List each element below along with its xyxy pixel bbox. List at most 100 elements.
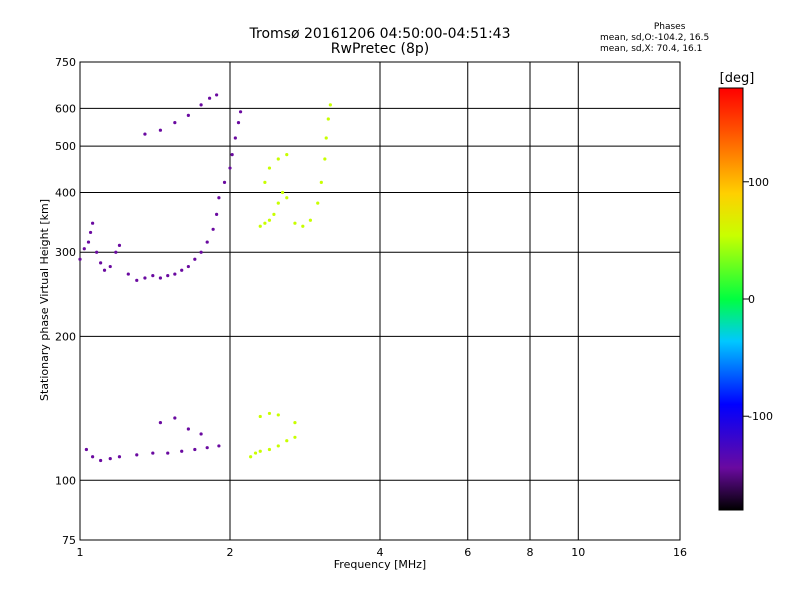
- data-point: [186, 113, 190, 117]
- data-point: [267, 218, 272, 222]
- data-point: [324, 136, 328, 140]
- data-point: [95, 250, 99, 254]
- data-point: [99, 458, 103, 463]
- data-point: [276, 413, 280, 417]
- data-point: [114, 250, 118, 254]
- y-tick-label: 750: [55, 56, 76, 69]
- data-point: [233, 136, 237, 140]
- data-point: [180, 449, 184, 453]
- data-point: [267, 166, 272, 170]
- data-point: [308, 218, 313, 222]
- data-point: [78, 257, 82, 261]
- colorbar-unit: [deg]: [720, 71, 755, 86]
- phases-x-stats: mean, sd,X: 70.4, 16.1: [600, 44, 703, 54]
- data-point: [117, 243, 122, 248]
- y-tick-label: 500: [55, 140, 76, 153]
- data-point: [143, 132, 147, 136]
- colorbar: [718, 87, 744, 511]
- data-point: [217, 444, 221, 448]
- data-point: [135, 278, 139, 282]
- data-point: [267, 447, 272, 452]
- data-point: [205, 446, 209, 450]
- data-point: [272, 212, 276, 216]
- data-points: [78, 93, 332, 463]
- data-point: [193, 447, 197, 452]
- y-tick-label: 600: [55, 102, 76, 115]
- data-point: [91, 455, 95, 459]
- data-point: [222, 180, 227, 184]
- data-point: [285, 439, 289, 443]
- data-point: [215, 212, 219, 216]
- y-tick-label: 400: [55, 186, 76, 199]
- data-point: [230, 153, 234, 157]
- data-point: [166, 451, 170, 455]
- data-point: [263, 180, 267, 184]
- data-point: [236, 121, 241, 125]
- data-point: [293, 221, 297, 225]
- colorbar-tick-label: -100: [748, 410, 773, 423]
- data-point: [166, 274, 170, 278]
- data-point: [323, 157, 327, 161]
- data-point: [280, 190, 285, 195]
- chart-subtitle: RwPretec (8p): [330, 41, 430, 57]
- data-point: [173, 121, 177, 125]
- data-point: [205, 240, 209, 244]
- x-tick-label: 6: [464, 546, 471, 559]
- data-point: [276, 444, 280, 448]
- data-point: [326, 117, 330, 121]
- phases-o-stats: mean, sd,O:-104.2, 16.5: [600, 33, 710, 43]
- x-tick-label: 1: [77, 546, 84, 559]
- data-point: [86, 240, 91, 244]
- data-point: [249, 455, 253, 459]
- data-point: [215, 93, 219, 97]
- y-tick-label: 100: [55, 474, 76, 487]
- data-point: [151, 274, 155, 278]
- y-tick-label: 75: [62, 534, 76, 547]
- data-point: [126, 272, 130, 276]
- data-point: [158, 276, 163, 280]
- chart-title: Tromsø 20161206 04:50:00-04:51:43: [249, 26, 511, 42]
- data-point: [82, 247, 86, 251]
- data-point: [258, 449, 262, 453]
- data-point: [293, 421, 297, 425]
- data-point: [186, 427, 190, 431]
- data-point: [263, 221, 267, 225]
- data-point: [258, 224, 262, 228]
- data-point: [173, 416, 177, 420]
- data-point: [316, 201, 320, 205]
- y-tick-label: 300: [55, 246, 76, 259]
- data-point: [267, 411, 272, 416]
- data-point: [285, 153, 289, 157]
- y-axis-label: Stationary phase Virtual Height [km]: [38, 199, 51, 401]
- data-point: [173, 272, 177, 276]
- data-point: [228, 166, 232, 170]
- phases-summary: Phases mean, sd,O:-104.2, 16.5 mean, sd,…: [600, 22, 709, 55]
- colorbar-tick-label: 0: [748, 293, 755, 306]
- data-point: [199, 432, 203, 436]
- data-point: [91, 221, 95, 225]
- data-point: [199, 250, 203, 254]
- x-tick-label: 2: [227, 546, 234, 559]
- data-point: [102, 268, 107, 272]
- data-point: [117, 455, 122, 459]
- x-tick-label: 16: [673, 546, 687, 559]
- plot-frame: [79, 61, 681, 541]
- data-point: [108, 457, 112, 461]
- data-point: [193, 257, 197, 261]
- x-tick-label: 4: [377, 546, 384, 559]
- data-point: [199, 103, 203, 107]
- data-point: [108, 264, 112, 269]
- y-tick-label: 200: [55, 330, 76, 343]
- grid-lines: [80, 62, 680, 540]
- x-tick-label: 8: [527, 546, 534, 559]
- data-point: [211, 227, 215, 231]
- data-point: [258, 414, 262, 419]
- data-point: [143, 276, 147, 280]
- x-axis-label: Frequency [MHz]: [334, 558, 426, 571]
- data-point: [88, 230, 93, 235]
- colorbar-tick-label: 100: [748, 176, 769, 189]
- data-point: [151, 451, 155, 455]
- data-point: [99, 261, 103, 265]
- data-point: [158, 421, 163, 425]
